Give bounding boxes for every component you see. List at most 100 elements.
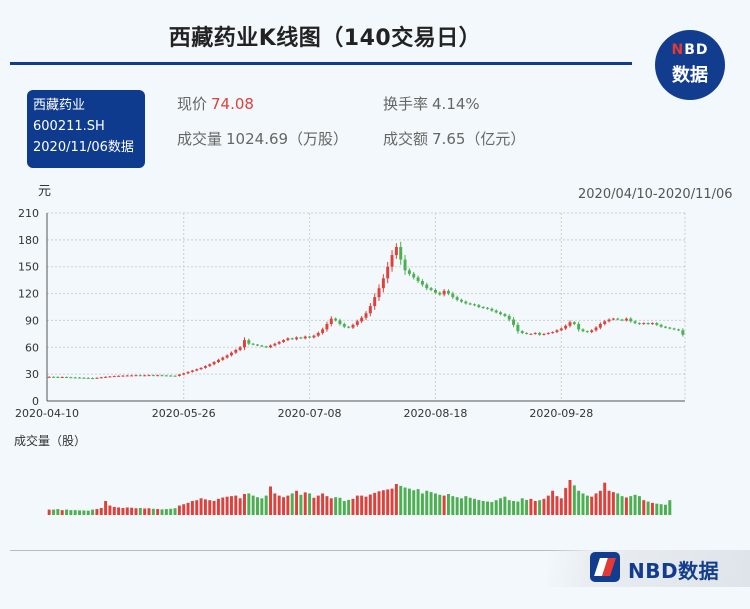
volume-bar [238, 498, 242, 515]
volume-bar [121, 508, 125, 515]
volume-bar [620, 496, 624, 515]
title-divider [10, 62, 632, 65]
volume-bar [420, 493, 424, 515]
volume-bar [264, 495, 268, 515]
candle-body [507, 315, 511, 320]
volume-bar [147, 508, 151, 515]
nbd-logo-badge: NBD 数据 [655, 30, 725, 100]
candle-body [190, 370, 194, 372]
candle-body [312, 335, 316, 338]
candle-body [416, 277, 420, 282]
volume-bar [433, 493, 437, 515]
candle-body [316, 332, 320, 336]
volume-bar [99, 508, 103, 515]
candle-body [234, 349, 238, 353]
volume-bar [316, 495, 320, 515]
volume-bar [295, 490, 299, 515]
volume-bar [243, 494, 246, 515]
candle-body [603, 321, 607, 325]
candle-body [494, 310, 498, 313]
candle-body [243, 340, 246, 348]
volume-bar [303, 492, 307, 515]
volume-bar [624, 497, 628, 515]
volume-bar [334, 497, 338, 515]
volume-bar [403, 487, 407, 515]
volume-bar [598, 490, 602, 515]
volume-bar [82, 510, 86, 515]
candle-body [607, 319, 611, 322]
stat-turnover-value: 4.14% [432, 95, 480, 113]
candle-body [125, 375, 129, 377]
candle-body [95, 377, 99, 379]
volume-bar [525, 499, 529, 515]
candle-body [325, 324, 329, 330]
candle-body [342, 324, 346, 327]
candle-body [195, 369, 199, 371]
volume-bar [173, 508, 177, 515]
candle-body [568, 322, 572, 326]
volume-bar [112, 506, 116, 515]
volume-bar [65, 509, 69, 515]
stock-info-box: 西藏药业 600211.SH 2020/11/06数据 [27, 90, 145, 168]
candle-body [164, 375, 168, 377]
stat-price-label: 现价 [177, 95, 208, 113]
candle-body [360, 317, 364, 322]
volume-bar [151, 508, 155, 515]
candle-body [303, 336, 307, 339]
x-tick-label: 2020-05-26 [152, 407, 216, 420]
footer-divider [10, 550, 750, 551]
volume-bar [216, 498, 220, 515]
date-range: 2020/04/10-2020/11/06 [578, 187, 733, 202]
volume-bar [108, 505, 112, 515]
stock-code: 600211.SH [33, 119, 105, 134]
volume-bar [203, 499, 207, 515]
stat-turnover-label: 换手率 [383, 95, 429, 113]
candle-body [338, 320, 342, 325]
candle-body [629, 318, 633, 322]
y-tick-label: 180 [18, 234, 39, 247]
candlestick-chart: 0 30 60 90 120 150 180 210 2020-04-10 2020-05-26 2… [15, 207, 686, 515]
candle-body [468, 303, 472, 305]
candle-body [78, 377, 82, 379]
candle-body [134, 375, 138, 377]
candle-body [585, 331, 589, 333]
volume-bar [234, 495, 238, 515]
volume-bar [581, 493, 585, 515]
volume-bar [308, 493, 312, 515]
candle-body [420, 281, 424, 285]
volume-bar [642, 500, 646, 515]
candle-body [147, 375, 151, 377]
candle-body [390, 255, 394, 267]
candle-body [69, 377, 73, 379]
volume-bar [555, 496, 559, 515]
y-tick-label: 210 [18, 207, 39, 220]
volume-bar [130, 507, 134, 515]
volume-bar [95, 509, 99, 515]
volume-bar [104, 501, 108, 515]
volume-bar [160, 509, 164, 515]
candle-body [169, 375, 173, 377]
candle-body [334, 318, 338, 321]
volume-bar [429, 492, 433, 515]
volume-bar [260, 498, 264, 515]
stat-price: 现价 74.08 [177, 93, 254, 114]
stat-turnover: 换手率 4.14% [383, 93, 480, 114]
volume-bar [199, 498, 203, 515]
candle-body [663, 326, 667, 328]
stat-volume-value: 1024.69（万股） [226, 130, 349, 148]
volume-bar [91, 509, 95, 515]
candle-body [460, 299, 463, 302]
candle-body [269, 345, 272, 348]
y-tick-label: 90 [25, 314, 39, 327]
candle-body [173, 375, 177, 377]
candle-body [425, 284, 429, 289]
y-axis-unit: 元 [38, 184, 52, 199]
volume-bar [164, 509, 168, 515]
candle-body [681, 330, 685, 335]
volume-bar [247, 493, 251, 515]
candle-body [486, 307, 489, 309]
candle-body [594, 327, 598, 331]
volume-bar [516, 501, 520, 515]
candle-body [399, 247, 403, 260]
y-tick-label: 150 [18, 261, 39, 274]
